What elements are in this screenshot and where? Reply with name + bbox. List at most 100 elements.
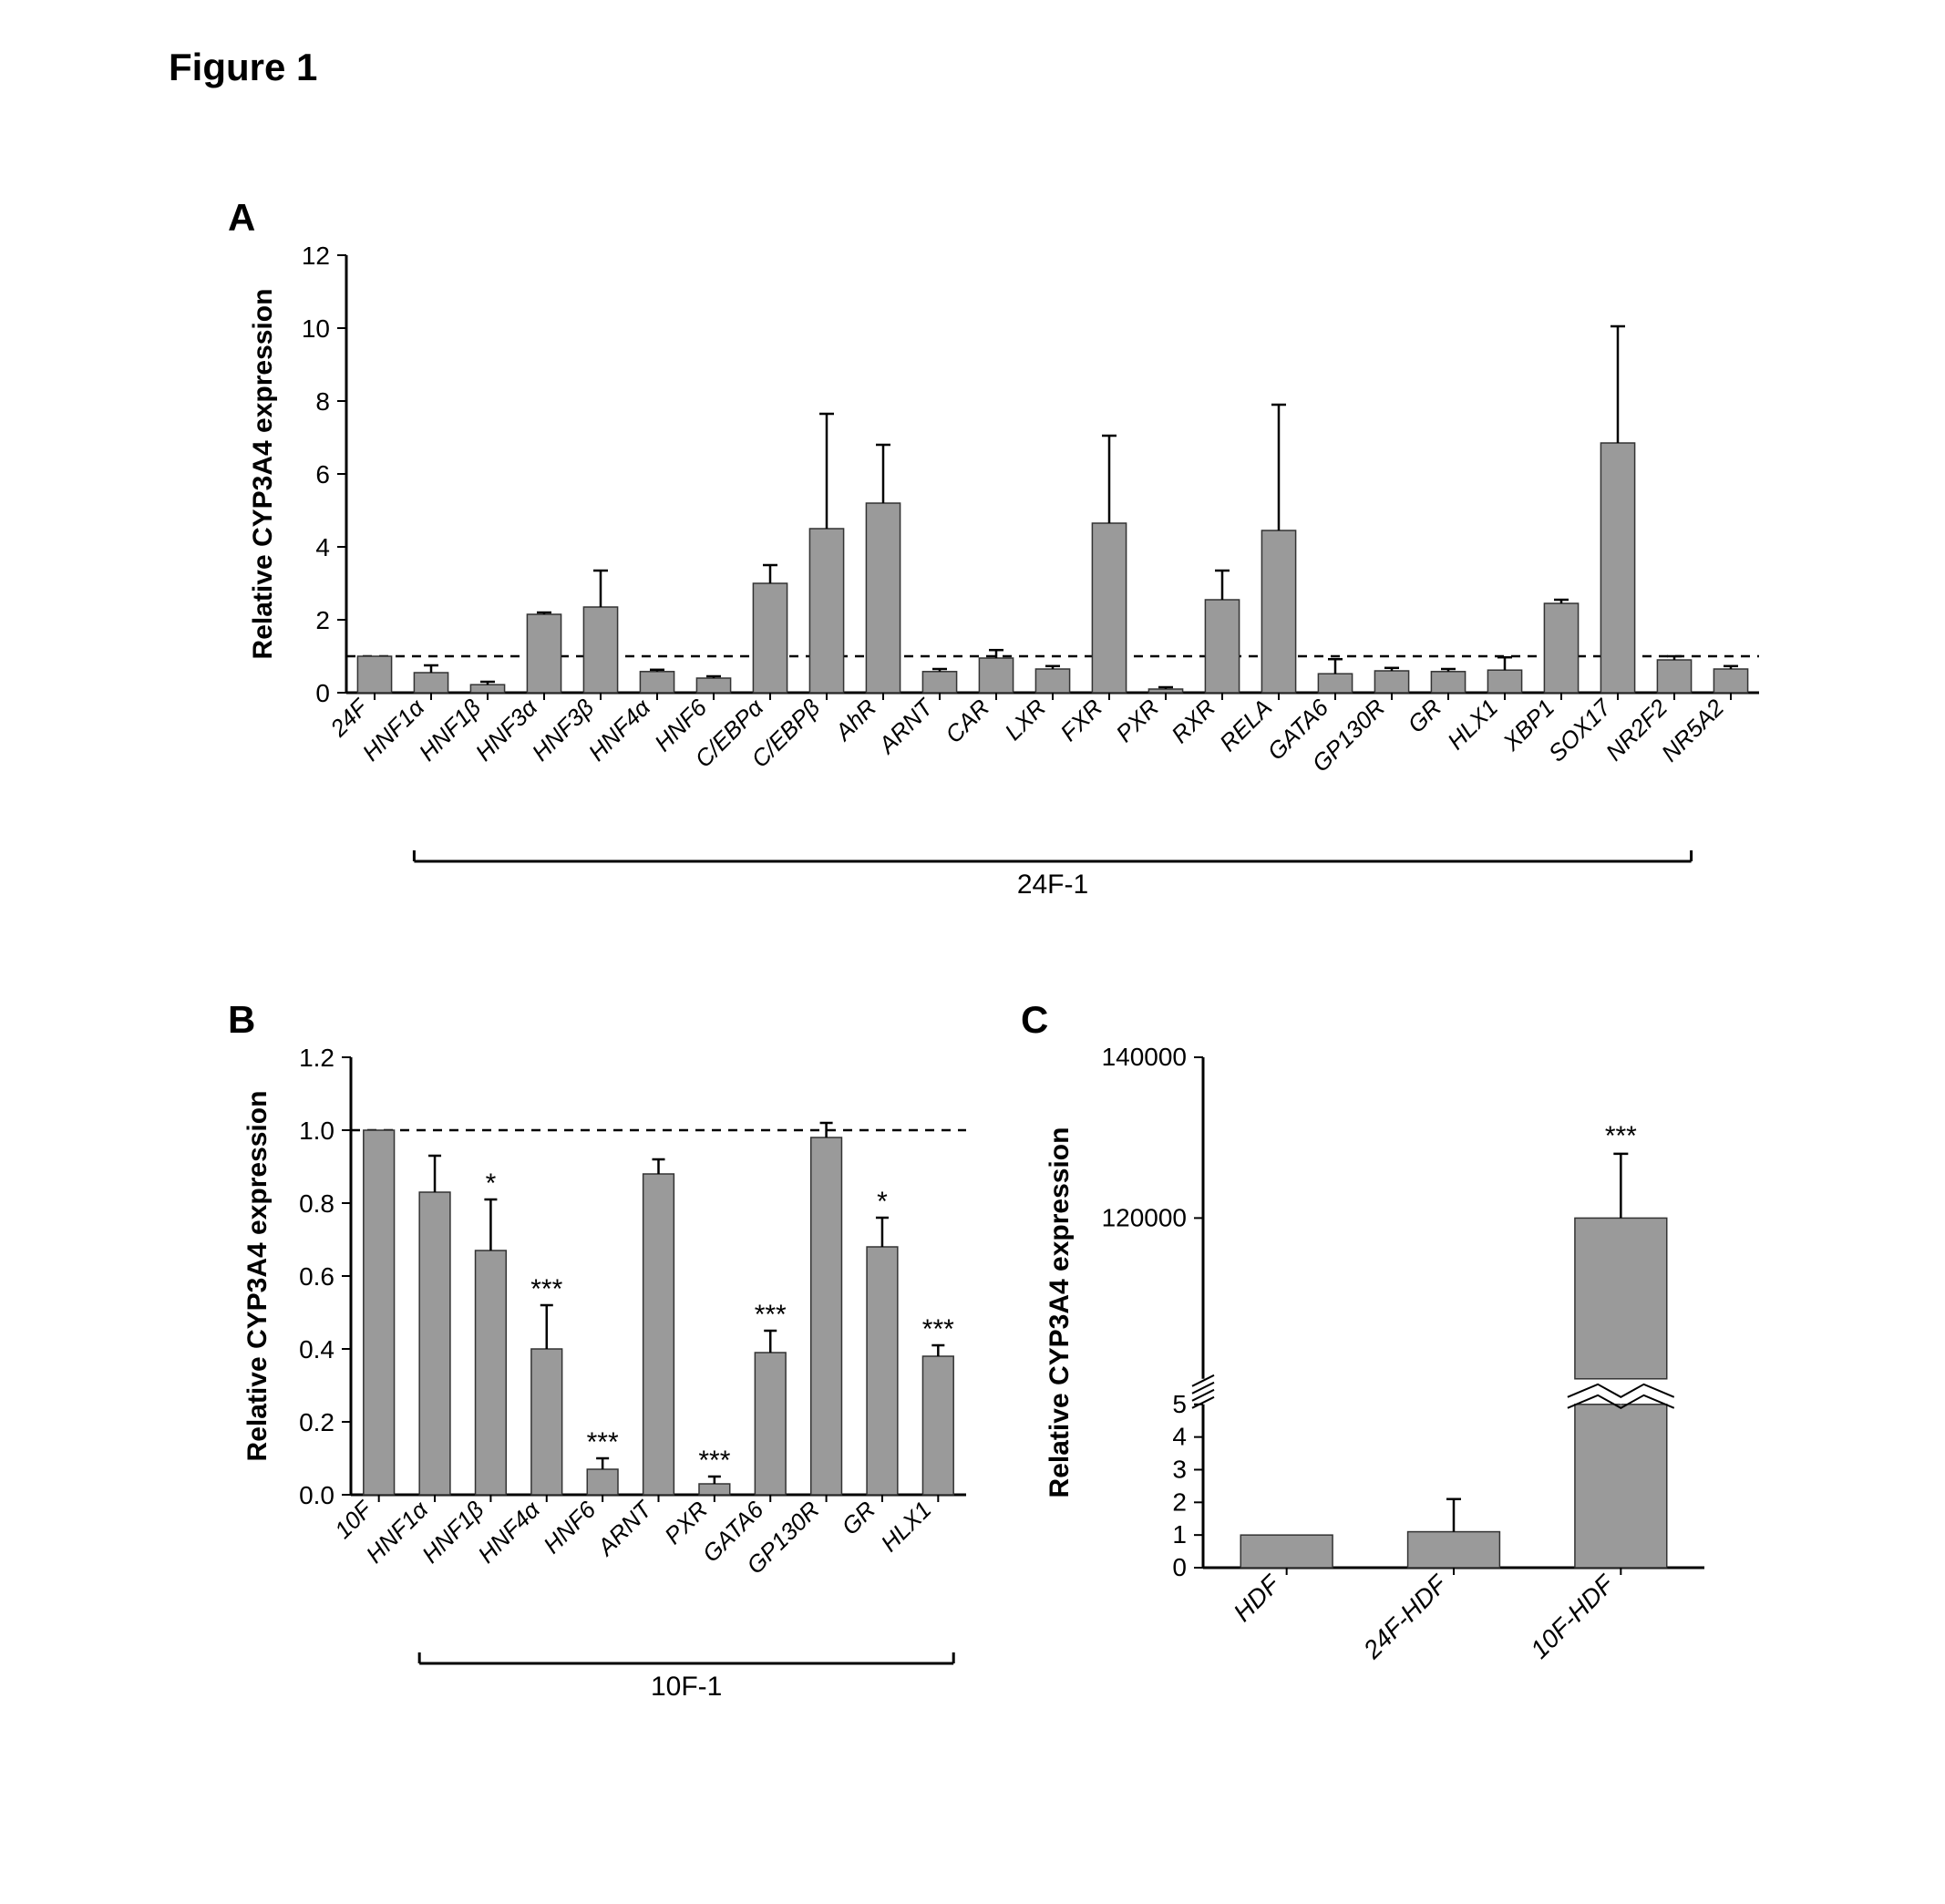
bar [1575, 1218, 1667, 1378]
x-tick-label: LXR [999, 694, 1051, 746]
chart-a: 02468101224FHNF1αHNF1βHNF3αHNF3βHNF4αHNF… [228, 237, 1777, 984]
x-tick-label: CAR [940, 694, 994, 748]
panel-label-c: C [1021, 998, 1048, 1042]
bar [470, 684, 504, 693]
bar [1657, 660, 1691, 693]
bar [1035, 669, 1069, 693]
bar [527, 614, 561, 693]
bar [811, 1137, 842, 1495]
x-tick-label: NR5A2 [1656, 694, 1730, 767]
x-tick-label: HNF1β [414, 694, 487, 767]
svg-text:12: 12 [302, 242, 330, 270]
significance-marker: * [486, 1168, 497, 1199]
x-tick-label: FXR [1055, 694, 1107, 746]
bar [979, 658, 1013, 693]
bar [755, 1353, 786, 1495]
bar [419, 1192, 450, 1495]
bar [1408, 1532, 1500, 1568]
bar [476, 1250, 507, 1495]
x-tick-label: HDF [1228, 1569, 1286, 1627]
x-tick-label: HNF4α [472, 1495, 546, 1569]
x-tick-label: ARNT [591, 1495, 658, 1562]
x-tick-label: GR [1402, 694, 1446, 738]
bar [587, 1469, 618, 1495]
chart-b: 0.00.20.40.60.81.01.210FHNF1α*HNF1β***HN… [228, 1039, 984, 1805]
bar [809, 529, 843, 693]
svg-text:0.0: 0.0 [299, 1481, 334, 1509]
bracket-label: 10F-1 [651, 1672, 722, 1702]
bar [583, 607, 617, 693]
svg-text:0: 0 [315, 679, 330, 707]
svg-text:0.2: 0.2 [299, 1408, 334, 1436]
bar [1240, 1535, 1333, 1568]
x-tick-label: HNF1α [357, 693, 431, 767]
bar [699, 1484, 730, 1495]
x-tick-label: 24F-HDF [1357, 1569, 1453, 1664]
bar [531, 1349, 562, 1495]
bar [364, 1130, 395, 1495]
chart-c: 012345120000140000HDF24F-HDF***10F-HDFRe… [1021, 1039, 1732, 1805]
bar [640, 672, 674, 693]
svg-text:6: 6 [315, 460, 330, 489]
svg-text:8: 8 [315, 387, 330, 416]
bar [1148, 689, 1182, 693]
bar [1431, 672, 1465, 693]
x-tick-label: SOX17 [1543, 693, 1618, 767]
significance-marker: *** [698, 1446, 730, 1476]
y-axis-label: Relative CYP3A4 expression [1045, 1127, 1075, 1498]
svg-text:0.8: 0.8 [299, 1189, 334, 1218]
svg-text:0.6: 0.6 [299, 1262, 334, 1291]
bar [1261, 530, 1295, 693]
svg-text:2: 2 [1172, 1487, 1187, 1516]
x-tick-label: HNF6 [538, 1496, 602, 1559]
panel-label-b: B [228, 998, 255, 1042]
bracket-label: 24F-1 [1017, 870, 1088, 900]
x-tick-label: 10F-HDF [1525, 1569, 1621, 1664]
significance-marker: *** [755, 1300, 787, 1330]
bar [414, 673, 448, 693]
svg-text:2: 2 [315, 606, 330, 634]
svg-text:5: 5 [1172, 1390, 1187, 1418]
significance-marker: *** [1605, 1121, 1637, 1151]
bar [1544, 603, 1578, 693]
svg-text:4: 4 [315, 533, 330, 561]
x-tick-label: ARNT [872, 693, 940, 760]
svg-text:10: 10 [302, 314, 330, 343]
x-tick-label: HNF3α [470, 693, 544, 767]
x-tick-label: HNF3β [527, 694, 600, 767]
bar [866, 503, 900, 693]
svg-text:120000: 120000 [1102, 1203, 1187, 1231]
bar [1575, 1405, 1667, 1568]
x-tick-label: HNF4α [583, 693, 657, 767]
bar [867, 1247, 898, 1495]
svg-text:0.4: 0.4 [299, 1335, 334, 1364]
significance-marker: *** [587, 1427, 619, 1457]
x-tick-label: 24F [324, 693, 375, 743]
x-tick-label: RXR [1166, 694, 1220, 748]
bar [1713, 669, 1747, 693]
panel-label-a: A [228, 196, 255, 240]
svg-text:3: 3 [1172, 1455, 1187, 1483]
bar [922, 1356, 953, 1495]
y-axis-label: Relative CYP3A4 expression [248, 289, 278, 660]
bar [1318, 674, 1352, 693]
svg-text:1: 1 [1172, 1520, 1187, 1549]
bar [922, 672, 956, 693]
significance-marker: * [877, 1187, 888, 1217]
x-tick-label: HLX1 [875, 1496, 936, 1557]
svg-text:1.0: 1.0 [299, 1117, 334, 1145]
svg-text:4: 4 [1172, 1423, 1187, 1451]
x-tick-label: HNF1β [417, 1496, 489, 1569]
bar [1205, 600, 1239, 693]
bar [753, 583, 787, 693]
x-tick-label: HNF1α [361, 1495, 435, 1569]
svg-text:0: 0 [1172, 1553, 1187, 1581]
bar [643, 1174, 674, 1495]
x-tick-label: HLX1 [1442, 694, 1503, 755]
figure-title: Figure 1 [169, 46, 317, 89]
bar [1092, 523, 1126, 693]
y-axis-label: Relative CYP3A4 expression [242, 1091, 273, 1462]
x-tick-label: 10F [329, 1495, 378, 1544]
x-tick-label: GR [836, 1496, 880, 1540]
bar [696, 678, 730, 693]
